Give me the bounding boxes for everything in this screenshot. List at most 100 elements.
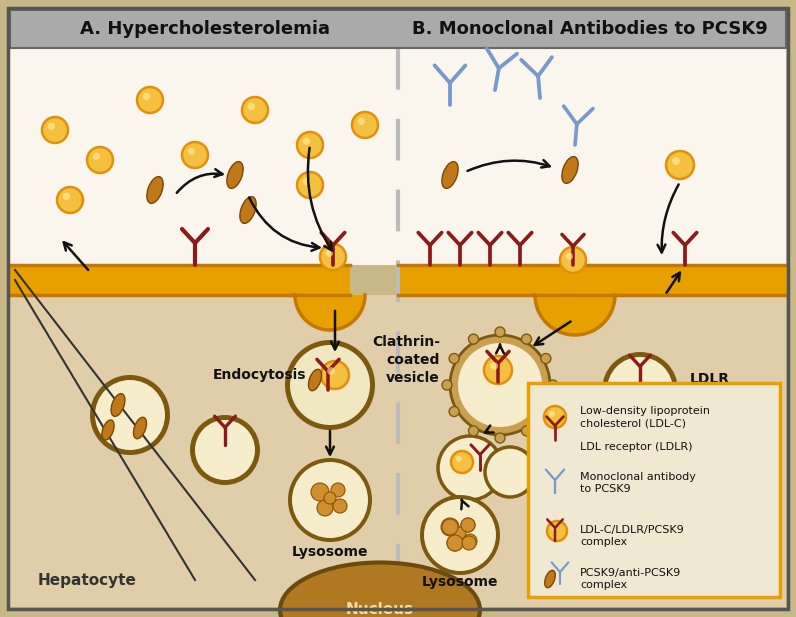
Circle shape [292,462,368,538]
Circle shape [454,527,466,539]
Circle shape [463,534,477,548]
Circle shape [420,495,500,575]
Circle shape [327,367,335,375]
Text: Nucleus: Nucleus [346,602,414,617]
Circle shape [188,147,195,155]
Circle shape [142,93,150,100]
Circle shape [288,458,372,542]
Circle shape [90,375,170,455]
Circle shape [311,483,329,501]
Circle shape [485,447,535,497]
Text: Lysosome: Lysosome [292,545,369,559]
Circle shape [442,380,452,390]
Text: LDL-C/LDLR/PCSK9
complex: LDL-C/LDLR/PCSK9 complex [580,525,685,547]
Circle shape [302,138,310,145]
Ellipse shape [147,176,163,204]
Circle shape [285,340,375,430]
Text: Low-density lipoprotein
cholesterol (LDL-C): Low-density lipoprotein cholesterol (LDL… [580,406,710,428]
Circle shape [449,354,459,363]
Circle shape [552,526,557,531]
Bar [10,295,786,607]
Circle shape [326,250,333,257]
Circle shape [137,87,163,113]
Circle shape [560,247,586,273]
Circle shape [357,118,365,125]
Circle shape [42,117,68,143]
Circle shape [602,352,678,428]
Circle shape [190,415,260,485]
Circle shape [442,519,458,535]
Circle shape [541,407,551,416]
FancyBboxPatch shape [528,383,780,597]
Circle shape [672,157,680,165]
Circle shape [541,354,551,363]
Circle shape [321,361,349,389]
Circle shape [242,97,268,123]
Text: Endocytosis: Endocytosis [213,368,306,382]
Text: LDL receptor (LDLR): LDL receptor (LDLR) [580,442,693,452]
Bar [398,265,788,295]
Circle shape [57,187,83,213]
Circle shape [324,492,336,504]
Ellipse shape [227,162,243,188]
Circle shape [449,407,459,416]
Ellipse shape [562,157,578,183]
Circle shape [461,518,475,532]
Ellipse shape [134,417,146,439]
Text: A. Hypercholesterolemia: A. Hypercholesterolemia [80,20,330,38]
Circle shape [462,536,476,550]
Circle shape [63,193,70,200]
FancyBboxPatch shape [8,8,788,609]
Polygon shape [535,295,615,335]
Circle shape [544,406,566,428]
Circle shape [87,147,113,173]
Circle shape [607,357,673,423]
Circle shape [484,356,512,384]
Ellipse shape [111,394,125,416]
Circle shape [447,535,463,551]
Ellipse shape [309,370,322,391]
Circle shape [195,420,255,480]
Circle shape [248,102,255,110]
Ellipse shape [240,197,256,223]
Circle shape [461,518,475,532]
Circle shape [469,334,478,344]
Circle shape [456,456,462,462]
Circle shape [495,327,505,337]
Circle shape [424,499,496,571]
Circle shape [521,334,532,344]
Polygon shape [295,295,365,330]
Ellipse shape [102,420,114,440]
Text: Clathrin-
coated
vesicle: Clathrin- coated vesicle [372,334,440,386]
Circle shape [547,521,567,541]
Circle shape [320,244,346,270]
Circle shape [450,335,550,435]
Circle shape [447,535,463,551]
Bar [10,265,350,295]
Ellipse shape [544,570,556,587]
Circle shape [48,123,55,130]
Bar [10,48,786,265]
Circle shape [290,345,370,425]
Circle shape [182,142,208,168]
Circle shape [490,362,498,370]
Text: Lysosome: Lysosome [422,575,498,589]
Circle shape [333,499,347,513]
Bar [10,10,786,48]
Text: LDLR
recycling: LDLR recycling [690,372,761,404]
Circle shape [302,178,310,185]
Circle shape [548,380,558,390]
Circle shape [666,151,694,179]
Ellipse shape [442,162,458,188]
Text: PCSK9/anti-PCSK9
complex: PCSK9/anti-PCSK9 complex [580,568,681,590]
Circle shape [297,132,323,158]
Circle shape [451,451,473,473]
Circle shape [297,172,323,198]
Circle shape [92,153,100,160]
Circle shape [441,518,459,536]
Text: Hepatocyte: Hepatocyte [38,573,137,587]
Circle shape [469,426,478,436]
Text: B. Monoclonal Antibodies to PCSK9: B. Monoclonal Antibodies to PCSK9 [412,20,768,38]
Circle shape [331,483,345,497]
Circle shape [458,343,542,427]
